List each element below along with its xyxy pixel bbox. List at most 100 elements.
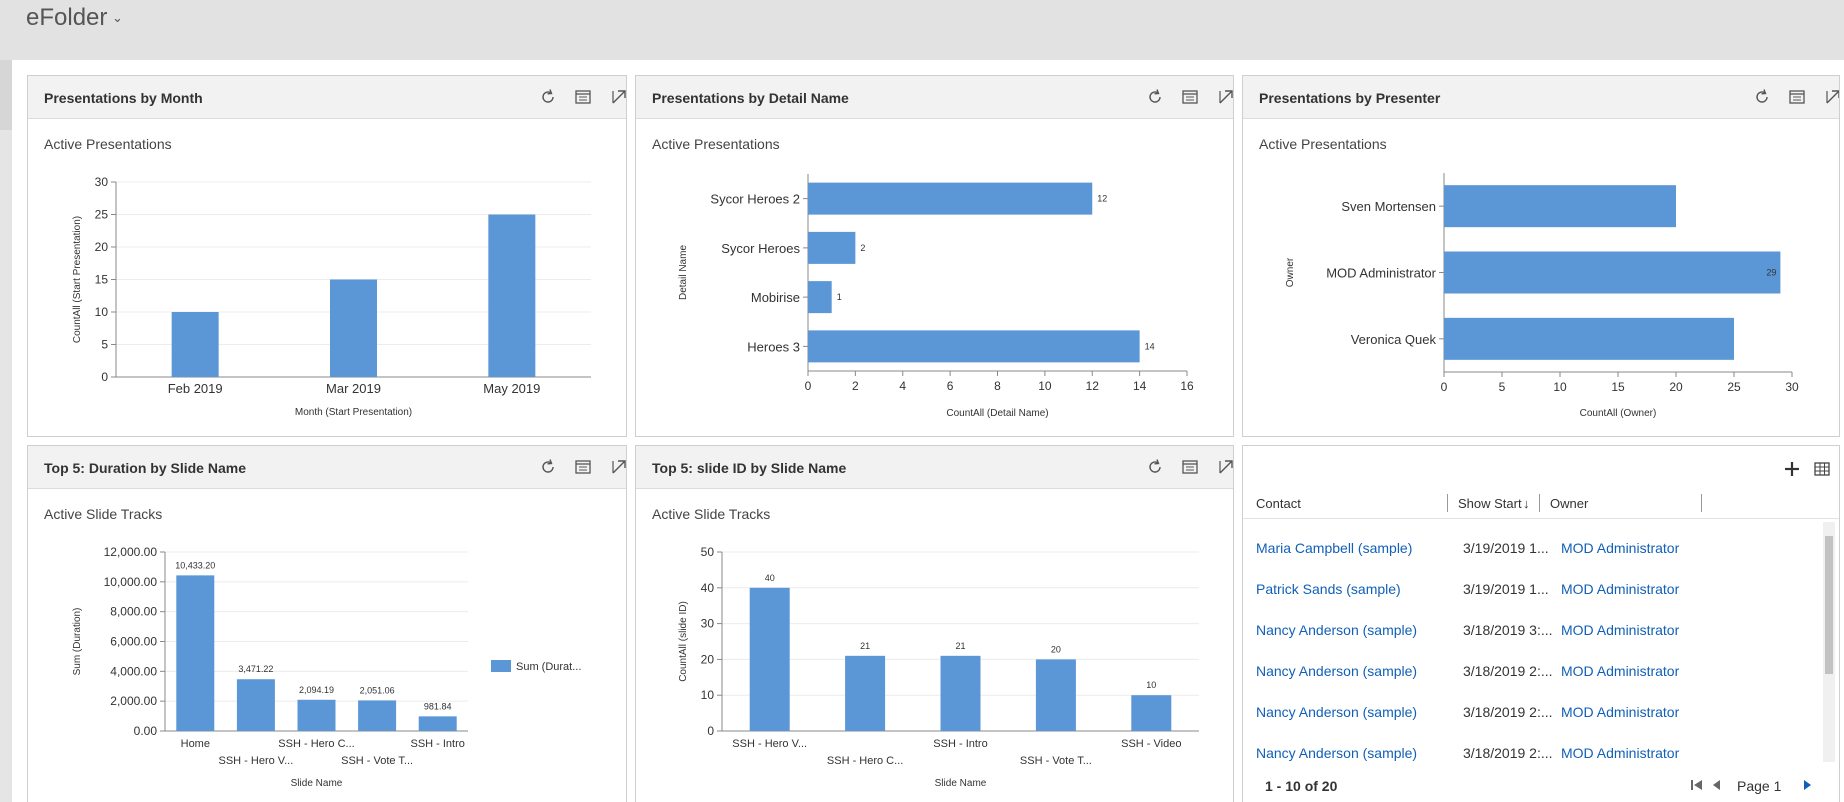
- grid-view-icon[interactable]: [1809, 456, 1835, 482]
- bar: [940, 655, 981, 731]
- y-tick-label: 0: [707, 724, 714, 738]
- view-name[interactable]: Active Presentations: [44, 136, 172, 152]
- bar: [330, 279, 377, 377]
- legend-swatch: [491, 660, 511, 672]
- first-page-icon[interactable]: [1689, 777, 1705, 798]
- owner-link[interactable]: MOD Administrator: [1561, 581, 1680, 597]
- y-category-label: Sven Mortensen: [1341, 199, 1436, 214]
- view-records-icon[interactable]: [570, 454, 596, 480]
- x-category-label: Home: [181, 738, 210, 750]
- y-tick-label: 0: [101, 370, 108, 384]
- expand-icon[interactable]: [606, 454, 626, 480]
- column-header-show-start[interactable]: Show Start: [1458, 496, 1522, 511]
- refresh-icon[interactable]: [1749, 84, 1775, 110]
- view-records-icon[interactable]: [1784, 84, 1810, 110]
- table-row[interactable]: Nancy Anderson (sample) 3/18/2019 2:... …: [1243, 651, 1819, 692]
- column-separator[interactable]: [1701, 494, 1702, 512]
- panel-header: Top 5: Duration by Slide Name: [28, 446, 626, 489]
- chart-presentations-by-presenter: 0 5 10 15 20 25 30 Sven Mortensen MOD Administra…: [1285, 173, 1799, 419]
- y-category-label: Mobirise: [751, 290, 800, 305]
- view-name[interactable]: Active Presentations: [652, 136, 780, 152]
- expand-icon[interactable]: [1820, 84, 1839, 110]
- refresh-icon[interactable]: [1142, 84, 1168, 110]
- y-tick-label: 50: [701, 545, 715, 559]
- x-tick-label: 12: [1086, 379, 1100, 393]
- y-tick-label: 10: [95, 305, 109, 319]
- view-name[interactable]: Active Presentations: [1259, 136, 1387, 152]
- data-label: 2: [860, 243, 865, 253]
- x-tick-label: 20: [1669, 380, 1683, 394]
- owner-link[interactable]: MOD Administrator: [1561, 622, 1680, 638]
- grid-header: Contact Show Start ↓ Owner: [1243, 488, 1839, 519]
- bar: [808, 182, 1093, 215]
- x-category-label: SSH - Hero C...: [278, 738, 354, 750]
- panel-header: Top 5: slide ID by Slide Name: [636, 446, 1233, 489]
- y-tick-label: 2,000.00: [110, 694, 157, 708]
- next-page-icon[interactable]: [1799, 777, 1815, 798]
- contact-link[interactable]: Maria Campbell (sample): [1256, 540, 1413, 556]
- contact-link[interactable]: Nancy Anderson (sample): [1256, 745, 1418, 761]
- owner-link[interactable]: MOD Administrator: [1561, 663, 1680, 679]
- contact-link[interactable]: Nancy Anderson (sample): [1256, 622, 1418, 638]
- column-separator[interactable]: [1539, 494, 1540, 512]
- column-separator[interactable]: [1447, 494, 1448, 512]
- panel-presentations-by-detail-name: Presentations by Detail Name Active Pres…: [635, 75, 1234, 437]
- expand-icon[interactable]: [1213, 84, 1233, 110]
- bar: [845, 655, 886, 731]
- x-tick-label: 16: [1180, 379, 1194, 393]
- expand-icon[interactable]: [606, 84, 626, 110]
- side-band: [0, 60, 12, 130]
- refresh-icon[interactable]: [535, 84, 561, 110]
- y-tick-label: 0.00: [134, 724, 158, 738]
- previous-page-icon[interactable]: [1709, 777, 1725, 798]
- contact-link[interactable]: Nancy Anderson (sample): [1256, 663, 1418, 679]
- owner-link[interactable]: MOD Administrator: [1561, 745, 1680, 761]
- bar: [1035, 659, 1076, 731]
- bar: [1444, 185, 1676, 228]
- data-label: 10: [1146, 680, 1156, 690]
- y-tick-label: 20: [95, 240, 109, 254]
- y-category-label: Sycor Heroes: [721, 241, 800, 256]
- sort-descending-icon[interactable]: ↓: [1523, 496, 1530, 511]
- column-header-owner[interactable]: Owner: [1550, 496, 1589, 511]
- contact-link[interactable]: Nancy Anderson (sample): [1256, 704, 1418, 720]
- x-axis-label: Slide Name: [291, 778, 343, 789]
- table-row[interactable]: Maria Campbell (sample) 3/19/2019 1... M…: [1243, 528, 1819, 569]
- view-name[interactable]: Active Slide Tracks: [652, 506, 771, 522]
- table-row[interactable]: Nancy Anderson (sample) 3/18/2019 3:... …: [1243, 610, 1819, 651]
- column-header-contact[interactable]: Contact: [1256, 496, 1301, 511]
- add-icon[interactable]: [1779, 456, 1805, 482]
- y-tick-label: 10: [701, 688, 715, 702]
- panel-presentations-by-presenter: Presentations by Presenter Active Presen…: [1242, 75, 1840, 437]
- scrollbar-thumb[interactable]: [1825, 536, 1833, 674]
- refresh-icon[interactable]: [535, 454, 561, 480]
- record-count: 1 - 10 of 20: [1265, 778, 1338, 794]
- data-label: 14: [1145, 341, 1155, 351]
- refresh-icon[interactable]: [1142, 454, 1168, 480]
- owner-link[interactable]: MOD Administrator: [1561, 540, 1680, 556]
- view-records-icon[interactable]: [570, 84, 596, 110]
- y-axis-label: CountAll (slide ID): [678, 601, 689, 682]
- x-tick-label: 15: [1611, 380, 1625, 394]
- y-tick-label: 12,000.00: [104, 545, 158, 559]
- contact-link[interactable]: Patrick Sands (sample): [1256, 581, 1401, 597]
- expand-icon[interactable]: [1213, 454, 1233, 480]
- view-records-icon[interactable]: [1177, 454, 1203, 480]
- table-row[interactable]: Nancy Anderson (sample) 3/18/2019 2:... …: [1243, 733, 1819, 774]
- panel-title: Presentations by Month: [44, 90, 203, 106]
- table-row[interactable]: Nancy Anderson (sample) 3/18/2019 2:... …: [1243, 692, 1819, 733]
- view-records-icon[interactable]: [1177, 84, 1203, 110]
- data-label: 12: [1097, 194, 1107, 204]
- panel-title: Top 5: slide ID by Slide Name: [652, 460, 847, 476]
- app-title[interactable]: eFolder: [26, 4, 108, 31]
- owner-link[interactable]: MOD Administrator: [1561, 704, 1680, 720]
- view-name[interactable]: Active Slide Tracks: [44, 506, 163, 522]
- data-label: 21: [955, 641, 965, 651]
- chevron-down-icon[interactable]: ⌄: [112, 10, 123, 25]
- top-bar: eFolder ⌄: [0, 0, 1844, 60]
- vertical-scrollbar[interactable]: [1823, 522, 1835, 762]
- y-tick-label: 15: [95, 273, 109, 287]
- table-row[interactable]: Patrick Sands (sample) 3/19/2019 1... MO…: [1243, 569, 1819, 610]
- x-tick-label: 2: [852, 379, 859, 393]
- y-tick-label: 40: [701, 581, 715, 595]
